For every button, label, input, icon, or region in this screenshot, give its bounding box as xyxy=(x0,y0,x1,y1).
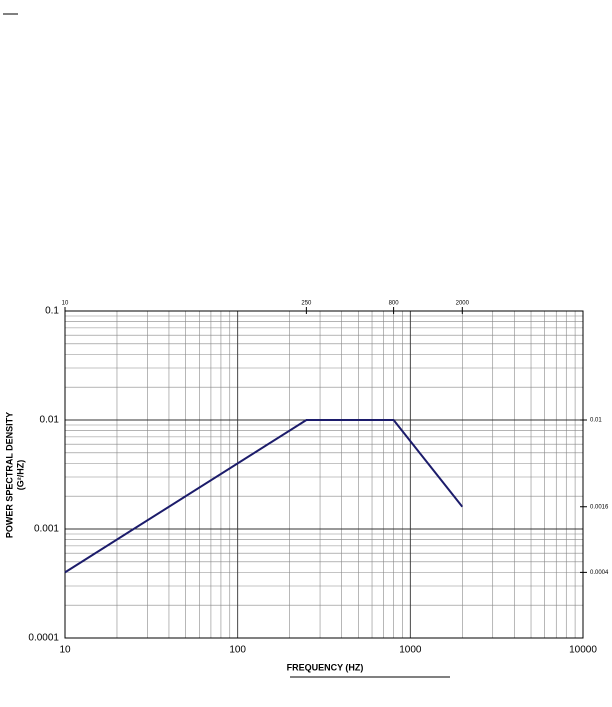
y-axis-title: POWER SPECTRAL DENSITY xyxy=(4,412,14,538)
top-tick-label: 2000 xyxy=(456,301,470,307)
top-tick-label: 800 xyxy=(389,301,400,307)
series-line xyxy=(64,419,464,574)
top-tick-label: 250 xyxy=(301,301,312,307)
top-tick-label: 10 xyxy=(62,301,69,307)
x-tick-label: 10 xyxy=(59,645,71,656)
x-tick-label: 1000 xyxy=(399,645,422,656)
plot-frame xyxy=(64,310,584,639)
y-tick-label: 0.001 xyxy=(34,524,59,535)
y-tick-label: 0.1 xyxy=(45,306,59,317)
right-tick-label: 0.0016 xyxy=(590,504,609,510)
right-tick-label: 0.01 xyxy=(590,418,602,424)
right-tick-label: 0.0004 xyxy=(590,570,609,576)
y-tick-label: 0.01 xyxy=(40,415,60,426)
y-axis-unit: (G²/HZ) xyxy=(15,460,25,491)
x-tick-label: 10000 xyxy=(569,645,597,656)
x-axis-title: FREQUENCY (HZ) xyxy=(287,662,364,672)
y-tick-label: 0.0001 xyxy=(28,633,59,644)
x-tick-label: 100 xyxy=(229,645,246,656)
